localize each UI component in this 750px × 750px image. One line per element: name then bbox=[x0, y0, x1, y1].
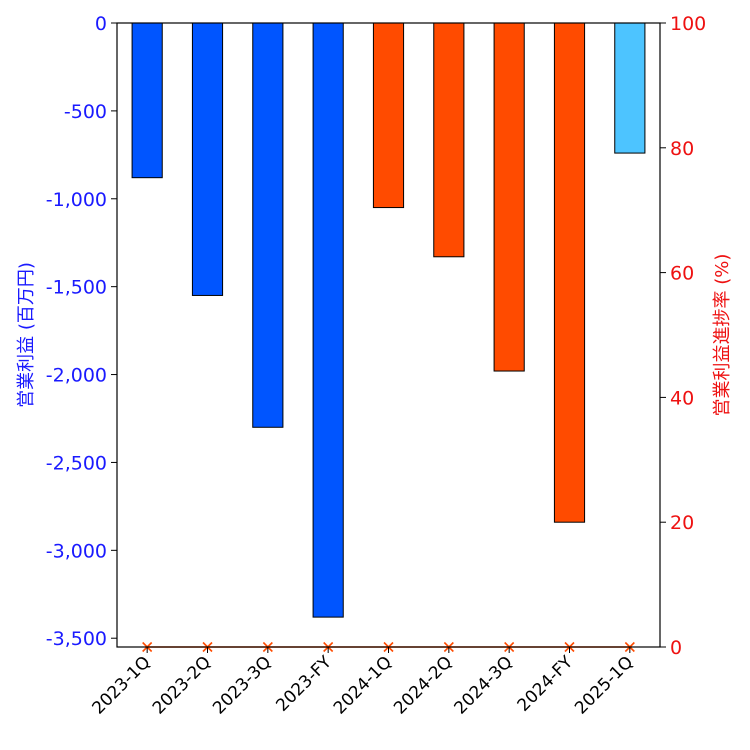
x-tick-label: 2023-3Q bbox=[209, 652, 275, 718]
bar-series bbox=[131, 22, 646, 618]
bar-2025-1Q bbox=[614, 22, 646, 154]
right-tick-label: 80 bbox=[670, 138, 694, 160]
x-tick-label: 2023-1Q bbox=[89, 652, 155, 718]
left-axis-ticks: 0 -500 -1,000 -1,500 -2,000 -2,500 -3,000 -3,50… bbox=[46, 13, 117, 650]
left-tick-label: 0 bbox=[95, 13, 107, 35]
left-tick-label: -3,500 bbox=[46, 628, 107, 650]
x-tick-label: 2023-FY bbox=[272, 652, 336, 716]
right-axis-label: 営業利益進捗率 (%) bbox=[712, 254, 733, 417]
bar-2024-1Q bbox=[372, 22, 405, 209]
right-axis-ticks: 0 20 40 60 80 100 bbox=[660, 13, 706, 659]
bar-2023-3Q bbox=[252, 22, 284, 428]
left-tick-label: -1,500 bbox=[46, 277, 107, 299]
bar-2024-FY bbox=[553, 22, 586, 523]
x-tick-label: 2024-FY bbox=[514, 652, 578, 716]
x-tick-label: 2023-2Q bbox=[149, 652, 215, 718]
x-tick-label: 2024-3Q bbox=[451, 652, 517, 718]
bar-2023-1Q bbox=[131, 22, 163, 179]
right-tick-label: 60 bbox=[670, 263, 694, 285]
bar-2023-2Q bbox=[191, 22, 224, 296]
left-tick-label: -2,000 bbox=[46, 365, 107, 387]
left-tick-label: -500 bbox=[64, 101, 107, 123]
left-tick-label: -1,000 bbox=[46, 189, 107, 211]
right-tick-label: 0 bbox=[670, 637, 682, 659]
bar-2023-FY bbox=[312, 22, 344, 618]
left-tick-label: -3,000 bbox=[46, 540, 107, 562]
bar-2024-2Q bbox=[433, 22, 465, 258]
x-axis-ticks: 2023-1Q2023-2Q2023-3Q2023-FY2024-1Q2024-… bbox=[89, 647, 637, 719]
x-tick-label: 2024-1Q bbox=[330, 652, 396, 718]
right-tick-label: 100 bbox=[670, 13, 706, 35]
x-tick-label: 2025-1Q bbox=[571, 652, 637, 718]
right-tick-label: 20 bbox=[670, 512, 694, 534]
x-tick-label: 2024-2Q bbox=[390, 652, 456, 718]
left-tick-label: -2,500 bbox=[46, 452, 107, 474]
bar-2024-3Q bbox=[493, 22, 525, 372]
right-tick-label: 40 bbox=[670, 387, 694, 409]
left-axis-label: 営業利益 (百万円) bbox=[16, 262, 37, 408]
